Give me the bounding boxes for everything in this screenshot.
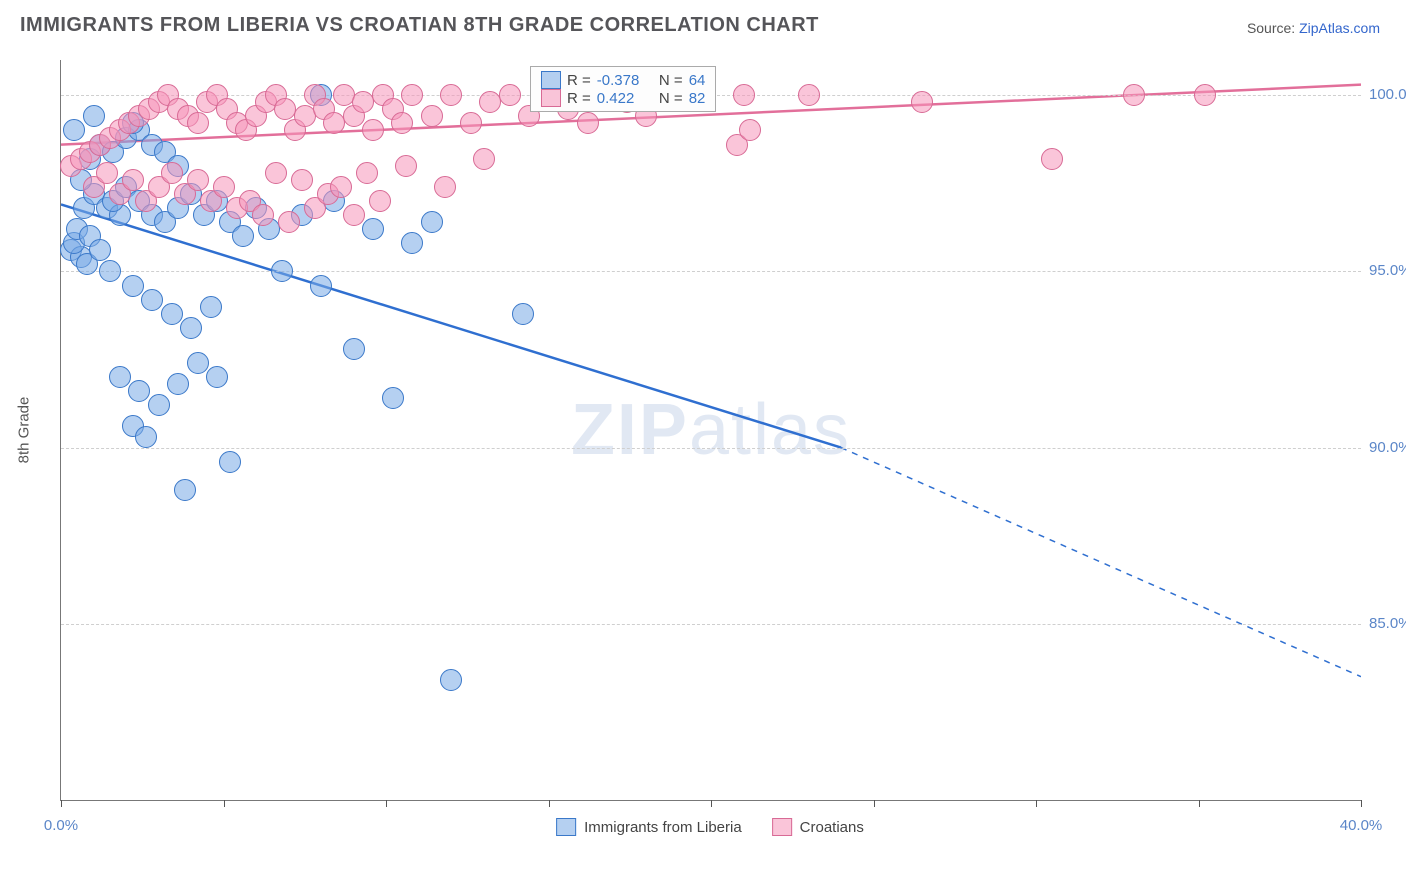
data-point-croatians [343,204,365,226]
data-point-croatians [161,162,183,184]
data-point-croatians [401,84,423,106]
data-point-croatians [395,155,417,177]
legend-item-liberia: Immigrants from Liberia [556,818,742,836]
legend-label-croatians: Croatians [800,819,864,836]
data-point-croatians [278,211,300,233]
data-point-liberia [99,260,121,282]
data-point-liberia [271,260,293,282]
data-point-croatians [434,176,456,198]
data-point-liberia [187,352,209,374]
legend-label-liberia: Immigrants from Liberia [584,819,742,836]
legend-swatch-croatians [772,818,792,836]
data-point-croatians [252,204,274,226]
data-point-liberia [141,289,163,311]
data-point-croatians [122,169,144,191]
data-point-liberia [174,479,196,501]
data-point-croatians [911,91,933,113]
stats-row-liberia: R =-0.378 N =64 [541,71,705,89]
source-attribution: Source: ZipAtlas.com [1247,20,1380,36]
correlation-scatter-chart: ZIPatlas 85.0%90.0%95.0%100.0%0.0%40.0% … [60,60,1360,800]
x-tick-mark [1036,800,1037,807]
y-tick-label: 100.0% [1369,86,1406,103]
source-label: Source: [1247,20,1295,36]
data-point-croatians [1123,84,1145,106]
data-point-croatians [213,176,235,198]
data-point-liberia [89,239,111,261]
data-point-croatians [291,169,313,191]
x-tick-mark [386,800,387,807]
data-point-croatians [473,148,495,170]
data-point-croatians [187,112,209,134]
x-tick-mark [874,800,875,807]
x-tick-mark [1361,800,1362,807]
legend-bottom: Immigrants from Liberia Croatians [556,818,864,836]
data-point-croatians [1194,84,1216,106]
data-point-liberia [63,119,85,141]
data-point-liberia [122,275,144,297]
data-point-liberia [167,373,189,395]
data-point-liberia [401,232,423,254]
watermark: ZIPatlas [571,389,851,471]
data-point-liberia [148,394,170,416]
data-point-croatians [421,105,443,127]
gridline-h [61,624,1361,625]
data-point-liberia [421,211,443,233]
data-point-liberia [135,426,157,448]
data-point-croatians [187,169,209,191]
data-point-croatians [460,112,482,134]
data-point-croatians [739,119,761,141]
data-point-liberia [232,225,254,247]
data-point-croatians [330,176,352,198]
data-point-croatians [391,112,413,134]
data-point-croatians [733,84,755,106]
stats-row-croatians: R =0.422 N =82 [541,89,705,107]
plot-area: ZIPatlas 85.0%90.0%95.0%100.0%0.0%40.0% [60,60,1361,801]
legend-item-croatians: Croatians [772,818,864,836]
data-point-croatians [1041,148,1063,170]
data-point-croatians [356,162,378,184]
data-point-croatians [369,190,391,212]
data-point-liberia [512,303,534,325]
source-link[interactable]: ZipAtlas.com [1299,20,1380,36]
data-point-liberia [362,218,384,240]
data-point-liberia [180,317,202,339]
data-point-liberia [83,105,105,127]
data-point-croatians [440,84,462,106]
legend-swatch-liberia [556,818,576,836]
data-point-liberia [200,296,222,318]
data-point-croatians [499,84,521,106]
data-point-croatians [798,84,820,106]
data-point-liberia [382,387,404,409]
gridline-h [61,448,1361,449]
data-point-liberia [310,275,332,297]
y-axis-label: 8th Grade [16,397,33,464]
data-point-liberia [219,451,241,473]
data-point-croatians [96,162,118,184]
stats-legend-box: R =-0.378 N =64R =0.422 N =82 [530,66,716,112]
x-tick-mark [61,800,62,807]
data-point-croatians [265,162,287,184]
x-tick-mark [224,800,225,807]
x-tick-mark [1199,800,1200,807]
data-point-liberia [128,380,150,402]
chart-title: IMMIGRANTS FROM LIBERIA VS CROATIAN 8TH … [20,14,819,37]
y-tick-label: 85.0% [1369,615,1406,632]
y-tick-label: 95.0% [1369,262,1406,279]
gridline-h [61,271,1361,272]
data-point-liberia [206,366,228,388]
data-point-liberia [161,303,183,325]
x-tick-mark [711,800,712,807]
data-point-liberia [109,366,131,388]
x-tick-label: 40.0% [1340,817,1383,834]
y-tick-label: 90.0% [1369,439,1406,456]
data-point-liberia [343,338,365,360]
data-point-croatians [577,112,599,134]
trend-lines [61,60,1361,800]
x-tick-mark [549,800,550,807]
data-point-liberia [440,669,462,691]
x-tick-label: 0.0% [44,817,78,834]
data-point-croatians [362,119,384,141]
